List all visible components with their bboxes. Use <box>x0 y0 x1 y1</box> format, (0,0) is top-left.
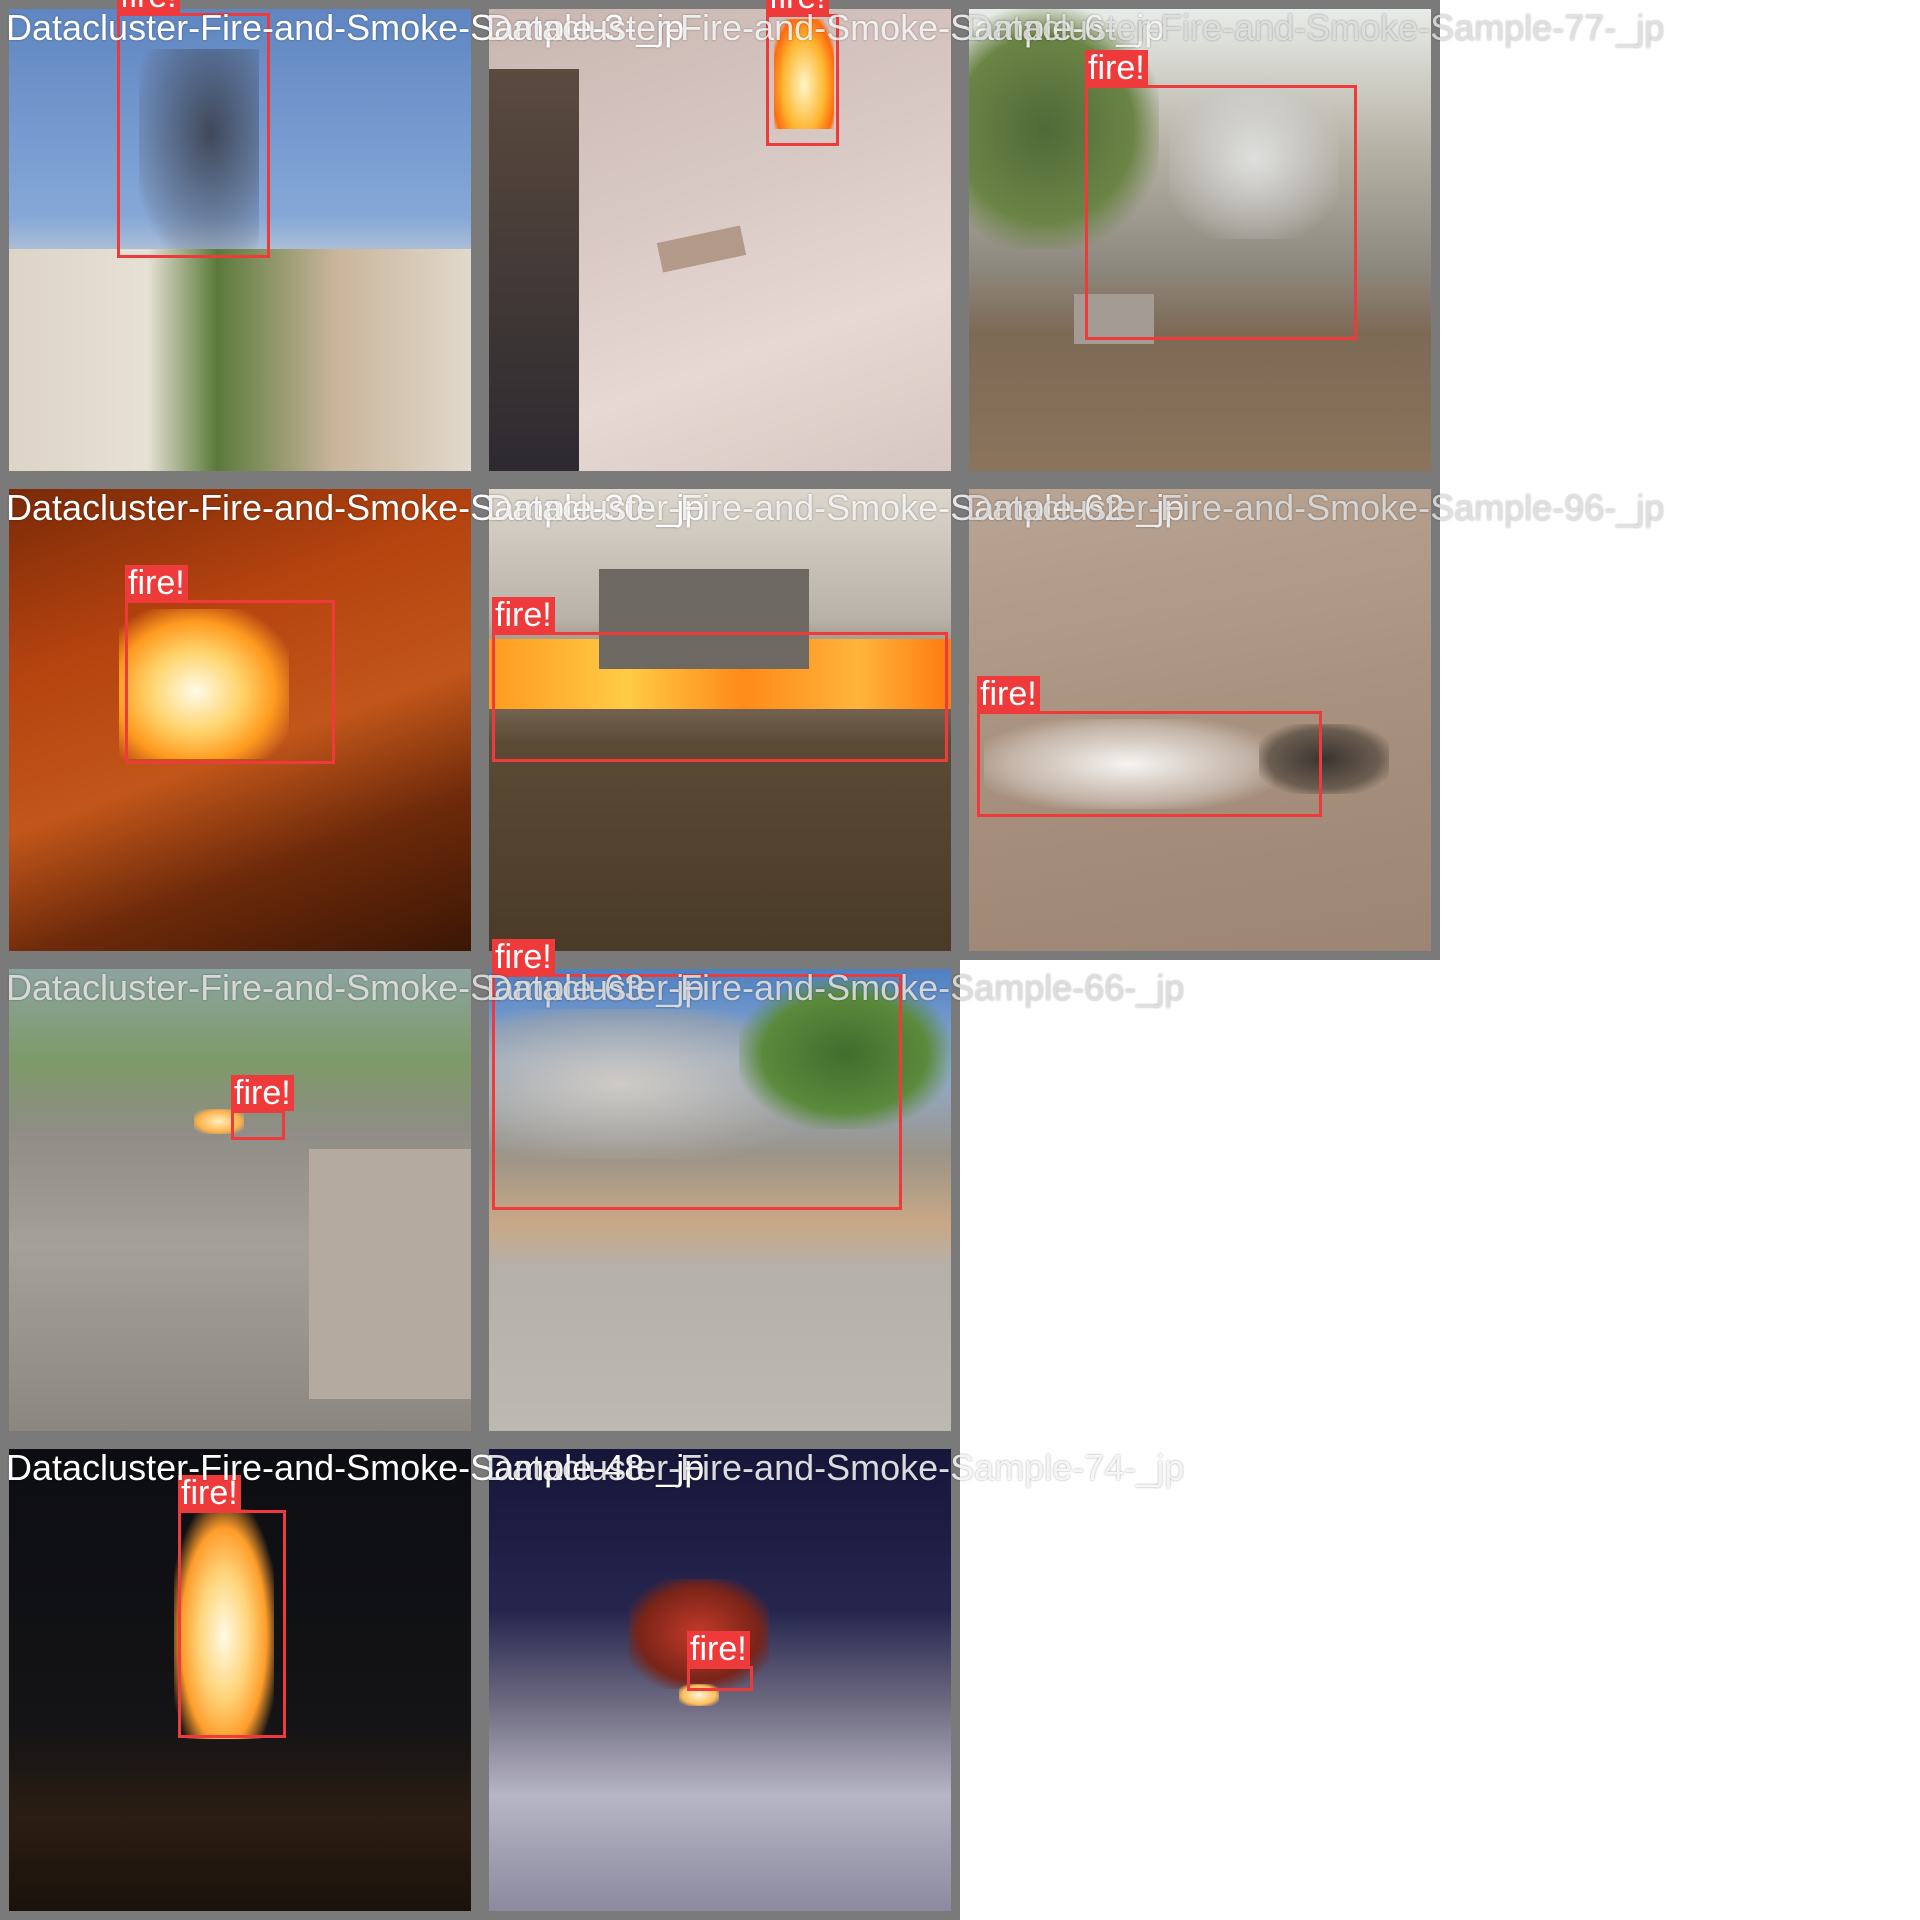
image-tile: fire! <box>480 480 960 960</box>
detection-label: fire! <box>231 1075 294 1111</box>
fire-detection-box: fire! <box>687 1631 753 1691</box>
image-caption: Datacluster-Fire-and-Smoke-Sample-74-_jp <box>486 1447 1185 1488</box>
image-caption: Datacluster-Fire-and-Smoke-Sample-48-_jp <box>6 1447 705 1488</box>
fire-detection-box: fire! <box>125 565 335 764</box>
image-caption: Datacluster-Fire-and-Smoke-Sample-62-_jp <box>486 487 1185 528</box>
image-caption: Datacluster-Fire-and-Smoke-Sample-30-_jp <box>6 487 705 528</box>
fire-detection-box: fire! <box>117 0 270 258</box>
night-ground-fire-photo <box>9 489 471 951</box>
image-tile: fire! <box>0 480 480 960</box>
field-barn-fire-photo <box>489 489 951 951</box>
detection-label: fire! <box>977 676 1040 712</box>
detection-label: fire! <box>492 939 555 975</box>
image-caption: Datacluster-Fire-and-Smoke-Sample-66-_jp <box>486 967 1185 1008</box>
fire-detection-box: fire! <box>178 1475 286 1738</box>
image-tile: fire! <box>0 1440 480 1920</box>
detection-label: fire! <box>178 1475 241 1511</box>
image-tile: fire! <box>0 960 480 1440</box>
image-caption: Datacluster-Fire-and-Smoke-Sample-3-_jp <box>6 7 685 48</box>
night-offering-fire-photo <box>489 1449 951 1911</box>
sky-smoke-photo <box>9 9 471 471</box>
image-tile: fire! <box>0 0 480 480</box>
detection-label: fire! <box>766 0 829 15</box>
image-tile: fire! <box>960 480 1440 960</box>
image-caption: Datacluster-Fire-and-Smoke-Sample-63-_jp <box>6 967 705 1008</box>
street-building-smoke-photo <box>489 969 951 1431</box>
fire-detection-box: fire! <box>492 939 902 1210</box>
fire-detection-box: fire! <box>231 1075 294 1140</box>
image-caption: Datacluster-Fire-and-Smoke-Sample-77-_jp <box>966 7 1665 48</box>
image-caption: Datacluster-Fire-and-Smoke-Sample-6-_jp <box>486 7 1165 48</box>
fire-detection-box: fire! <box>1085 50 1357 340</box>
detection-label: fire! <box>1085 50 1148 86</box>
detection-label: fire! <box>687 1631 750 1667</box>
night-bonfire-photo <box>9 1449 471 1911</box>
extinguisher-demo-photo <box>489 9 951 471</box>
detection-label: fire! <box>492 597 555 633</box>
fire-detection-box: fire! <box>977 676 1322 817</box>
detection-label: fire! <box>117 0 180 14</box>
fire-detection-box: fire! <box>766 0 839 146</box>
image-tile: fire! <box>480 0 960 480</box>
image-tile: fire! <box>480 939 960 1440</box>
image-tile: fire! <box>480 1440 960 1920</box>
fire-detection-box: fire! <box>492 597 948 762</box>
image-tile: fire! <box>960 0 1440 480</box>
image-caption: Datacluster-Fire-and-Smoke-Sample-96-_jp <box>966 487 1665 528</box>
dirt-smoke-photo <box>969 489 1431 951</box>
detection-label: fire! <box>125 565 188 601</box>
rubble-small-fire-photo <box>9 969 471 1431</box>
